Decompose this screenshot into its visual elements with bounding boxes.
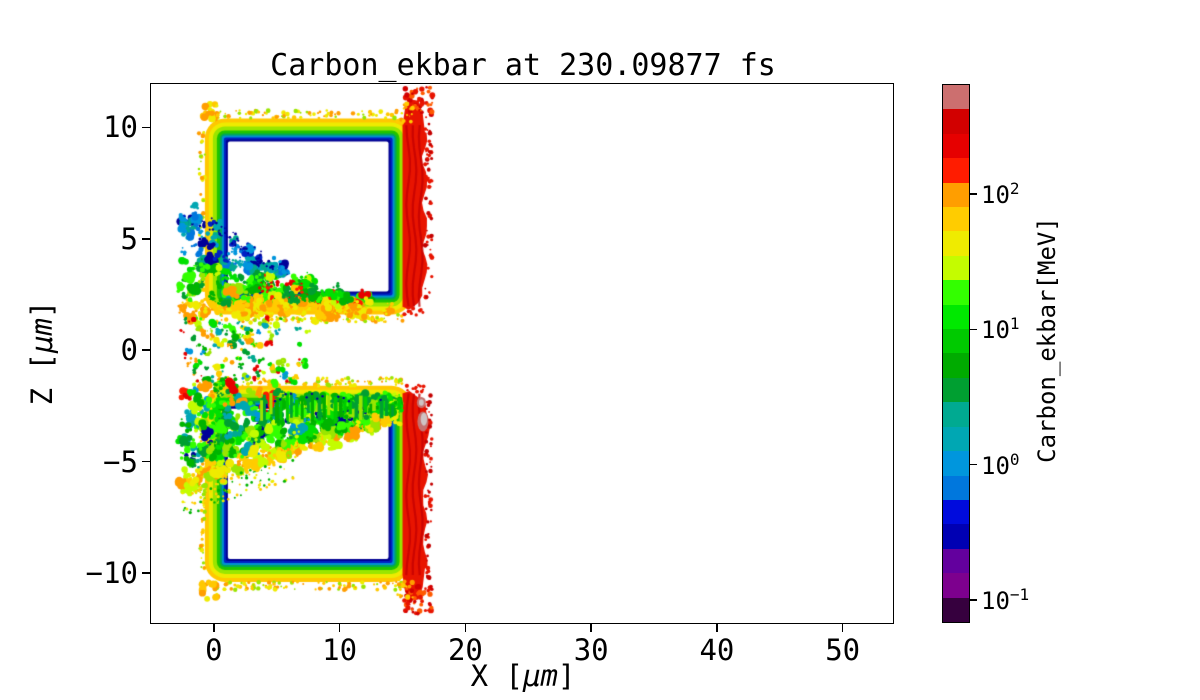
colorbar-band (943, 573, 969, 598)
plot-area (150, 83, 894, 624)
x-tick-label: 20 (447, 633, 483, 667)
x-axis-label: X [μm] (471, 659, 576, 693)
y-tick (142, 460, 150, 463)
colorbar-tick-label: 102 (981, 179, 1020, 210)
y-tick (142, 238, 150, 240)
colorbar-band (943, 85, 969, 110)
colorbar-band (943, 133, 969, 159)
colorbar-band (943, 451, 969, 476)
colorbar-band (943, 207, 969, 232)
colorbar-band (943, 182, 969, 208)
x-tick (716, 624, 718, 632)
x-axis-label-suffix: ] (557, 659, 576, 693)
y-tick-label: −5 (103, 444, 138, 479)
colorbar-band (943, 499, 969, 525)
colorbar-band (943, 548, 969, 574)
colorbar-tick-label: 100 (981, 449, 1020, 480)
colorbar-band (943, 158, 969, 183)
colorbar-band (943, 377, 969, 403)
y-tick (142, 126, 150, 129)
colorbar-tick (970, 328, 977, 331)
colorbar-band (943, 524, 969, 549)
heatmap-canvas (151, 84, 893, 623)
colorbar-band (943, 329, 969, 354)
x-axis-label-mu: μm (523, 659, 558, 693)
colorbar-tick (970, 463, 977, 466)
x-tick (338, 624, 341, 632)
colorbar-tick-label: 10−1 (981, 585, 1030, 616)
y-axis-label-suffix: ] (25, 300, 59, 319)
x-axis-label-text: X [ (470, 659, 523, 693)
colorbar-tick (970, 599, 977, 601)
colorbar-band (943, 597, 969, 622)
x-tick-label: 50 (825, 633, 861, 667)
colorbar-tick (970, 193, 977, 195)
x-tick-label: 40 (699, 633, 735, 667)
x-tick (213, 624, 215, 632)
y-tick-label: 5 (120, 221, 138, 256)
y-tick-label: 0 (120, 333, 138, 368)
colorbar-band (943, 475, 969, 500)
x-tick (464, 624, 467, 632)
colorbar-band (943, 304, 969, 330)
y-tick (142, 349, 150, 351)
y-tick-label: 10 (103, 110, 138, 145)
x-tick-label: 30 (573, 633, 609, 667)
plot-title: Carbon_ekbar at 230.09877 fs (270, 48, 776, 83)
x-tick-label: 0 (205, 633, 223, 667)
y-axis-label: Z [μm] (25, 301, 59, 406)
colorbar-band (943, 109, 969, 134)
x-tick-label: 10 (322, 633, 358, 667)
y-axis-label-text: Z [ (25, 353, 59, 406)
colorbar-band (943, 280, 969, 305)
colorbar-band (943, 255, 969, 281)
colorbar-band (943, 426, 969, 452)
colorbar-band (943, 231, 969, 256)
colorbar (942, 84, 970, 623)
colorbar-band (943, 353, 969, 378)
colorbar-band (943, 402, 969, 427)
colorbar-label: Carbon_ekbar[MeV] (1033, 217, 1061, 463)
x-tick (841, 624, 844, 632)
y-tick-label: −10 (85, 555, 138, 590)
y-axis-label-mu: μm (25, 318, 59, 353)
x-tick (590, 624, 592, 632)
y-tick (142, 572, 150, 574)
colorbar-tick-label: 101 (981, 314, 1020, 345)
